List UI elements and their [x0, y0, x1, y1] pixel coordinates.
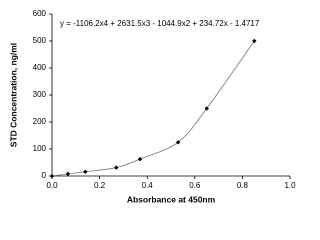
x-axis-title: Absorbance at 450nm: [127, 194, 216, 204]
point: [65, 171, 71, 177]
x-tick-label: 0.6: [189, 181, 201, 190]
y-tick-label: 500: [33, 36, 47, 45]
x-tick-label: 0.4: [142, 181, 154, 190]
point: [83, 169, 88, 174]
x-tick-label: 0.0: [46, 181, 58, 190]
y-tick-label: 100: [33, 144, 47, 153]
point: [175, 140, 181, 145]
point: [204, 106, 209, 111]
x-tick-label: 1.0: [284, 181, 296, 190]
y-tick-label: 400: [33, 63, 47, 72]
x-tick-label: 0.8: [237, 181, 249, 190]
point: [137, 156, 143, 162]
y-tick-label: 300: [33, 90, 47, 99]
point: [49, 173, 55, 179]
y-tick-label: 200: [33, 117, 47, 126]
fit-line: [51, 40, 255, 177]
equation: y = -1106.2x4 + 2631.5x3 - 1044.9x2 + 23…: [60, 19, 260, 28]
y-axis-title: STD Concentration, ng/ml: [8, 43, 18, 147]
point: [114, 165, 119, 170]
y-tick-label: 600: [33, 9, 47, 18]
point: [252, 38, 257, 44]
x-tick-label: 0.2: [94, 181, 106, 190]
y-tick-label: 0: [42, 171, 47, 180]
chart: y = -1106.2x4 + 2631.5x3 - 1044.9x2 + 23…: [8, 9, 296, 204]
